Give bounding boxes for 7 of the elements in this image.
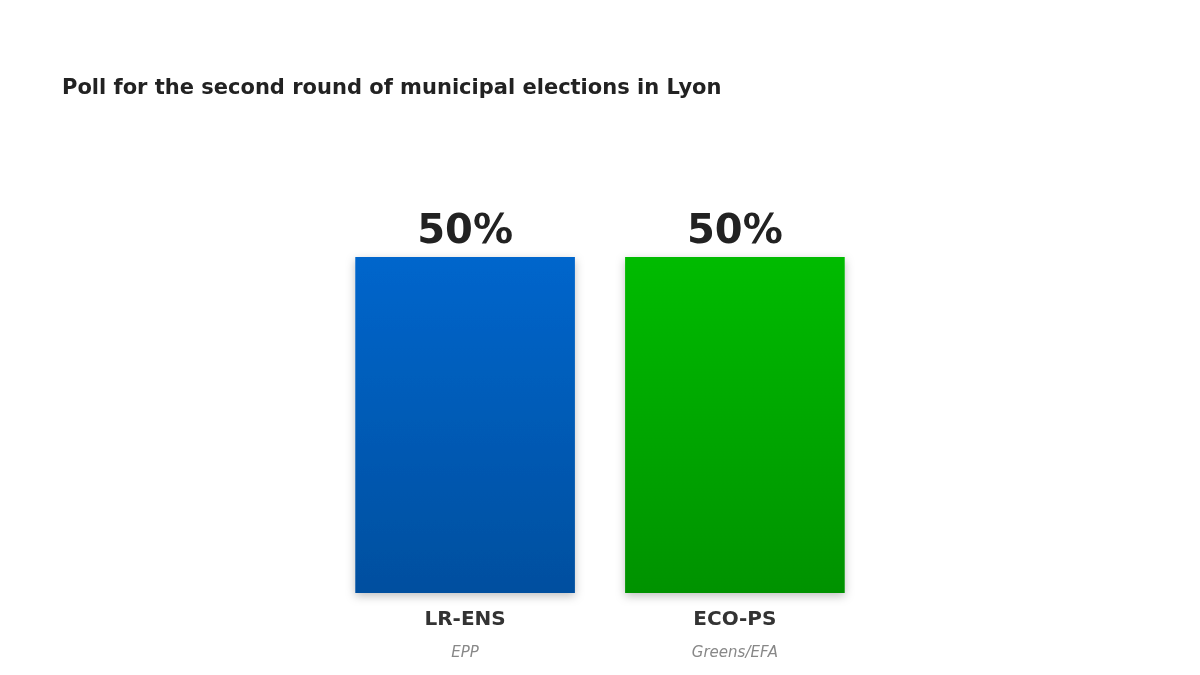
data-label: 50%: [417, 206, 513, 252]
text: EPP: [451, 643, 480, 661]
text: Greens/EFA: [691, 643, 778, 661]
data-label: 50%: [687, 206, 783, 252]
chart-title: Poll for the second round of municipal elections in Lyon: [62, 75, 722, 99]
x-tick-label: ECO-PS: [693, 606, 777, 630]
x-tick-label: LR-ENS: [424, 606, 506, 630]
